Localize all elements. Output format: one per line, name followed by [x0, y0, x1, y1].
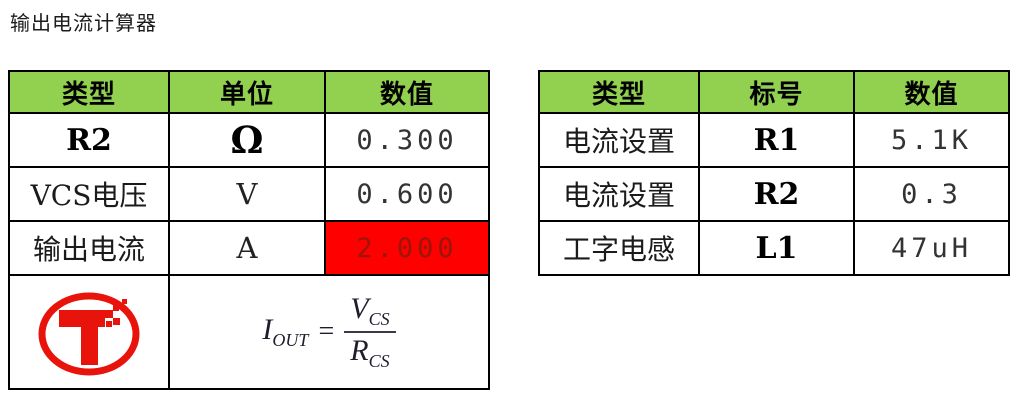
formula-cell: IOUT = VCS RCS — [168, 274, 490, 390]
table-row-r2: R2 Ω 0.300 — [8, 112, 490, 168]
right-header-designator: 标号 — [698, 70, 855, 114]
right-header-value: 数值 — [853, 70, 1010, 114]
table-row-r2-part: 电流设置 R2 0.3 — [538, 166, 1010, 222]
cell-r2part-type: 电流设置 — [538, 166, 700, 222]
cell-l1-designator: L1 — [698, 220, 855, 276]
formula-lhs: IOUT — [262, 313, 309, 350]
table-row-vcs: VCS电压 V 0.600 — [8, 166, 490, 222]
cell-r2-type: R2 — [8, 112, 170, 168]
cell-vcs-value-input[interactable]: 0.600 — [324, 166, 490, 222]
left-header-unit: 单位 — [168, 70, 326, 114]
page-title: 输出电流计算器 — [10, 11, 157, 35]
right-header-type: 类型 — [538, 70, 700, 114]
cell-r1-designator: R1 — [698, 112, 855, 168]
cell-vcs-type: VCS电压 — [8, 166, 170, 222]
cell-iout-unit-amp: A — [168, 220, 326, 276]
cell-r1-type: 电流设置 — [538, 112, 700, 168]
left-header-row: 类型 单位 数值 — [8, 70, 490, 114]
iout-formula: IOUT = VCS RCS — [262, 292, 396, 371]
left-header-type: 类型 — [8, 70, 170, 114]
cell-r1-value: 5.1K — [853, 112, 1010, 168]
cell-r2part-designator: R2 — [698, 166, 855, 222]
fraction-denominator: RCS — [350, 334, 390, 371]
cell-iout-type: 输出电流 — [8, 220, 170, 276]
cell-iout-result-highlighted: 2.000 — [324, 220, 490, 276]
logo-formula-row: IOUT = VCS RCS — [8, 274, 490, 390]
table-row-l1-part: 工字电感 L1 47uH — [538, 220, 1010, 276]
left-header-value: 数值 — [324, 70, 490, 114]
logo-cell — [8, 274, 170, 390]
cell-l1-value: 47uH — [853, 220, 1010, 276]
table-row-iout: 输出电流 A 2.000 — [8, 220, 490, 276]
table-row-r1-part: 电流设置 R1 5.1K — [538, 112, 1010, 168]
equals-sign: = — [318, 316, 335, 347]
cell-l1-type: 工字电感 — [538, 220, 700, 276]
formula-fraction: VCS RCS — [344, 292, 396, 371]
cell-r2part-value: 0.3 — [853, 166, 1010, 222]
right-header-row: 类型 标号 数值 — [538, 70, 1010, 114]
output-current-calc-table: 类型 单位 数值 R2 Ω 0.300 VCS电压 V 0.600 输出电流 A… — [8, 70, 490, 390]
cell-vcs-unit-volt: V — [168, 166, 326, 222]
t-brand-logo-icon — [38, 292, 140, 376]
fraction-numerator: VCS — [344, 292, 396, 333]
cell-r2-unit-ohm: Ω — [168, 112, 326, 168]
components-table: 类型 标号 数值 电流设置 R1 5.1K 电流设置 R2 0.3 工字电感 L… — [538, 70, 1010, 276]
cell-r2-value-input[interactable]: 0.300 — [324, 112, 490, 168]
